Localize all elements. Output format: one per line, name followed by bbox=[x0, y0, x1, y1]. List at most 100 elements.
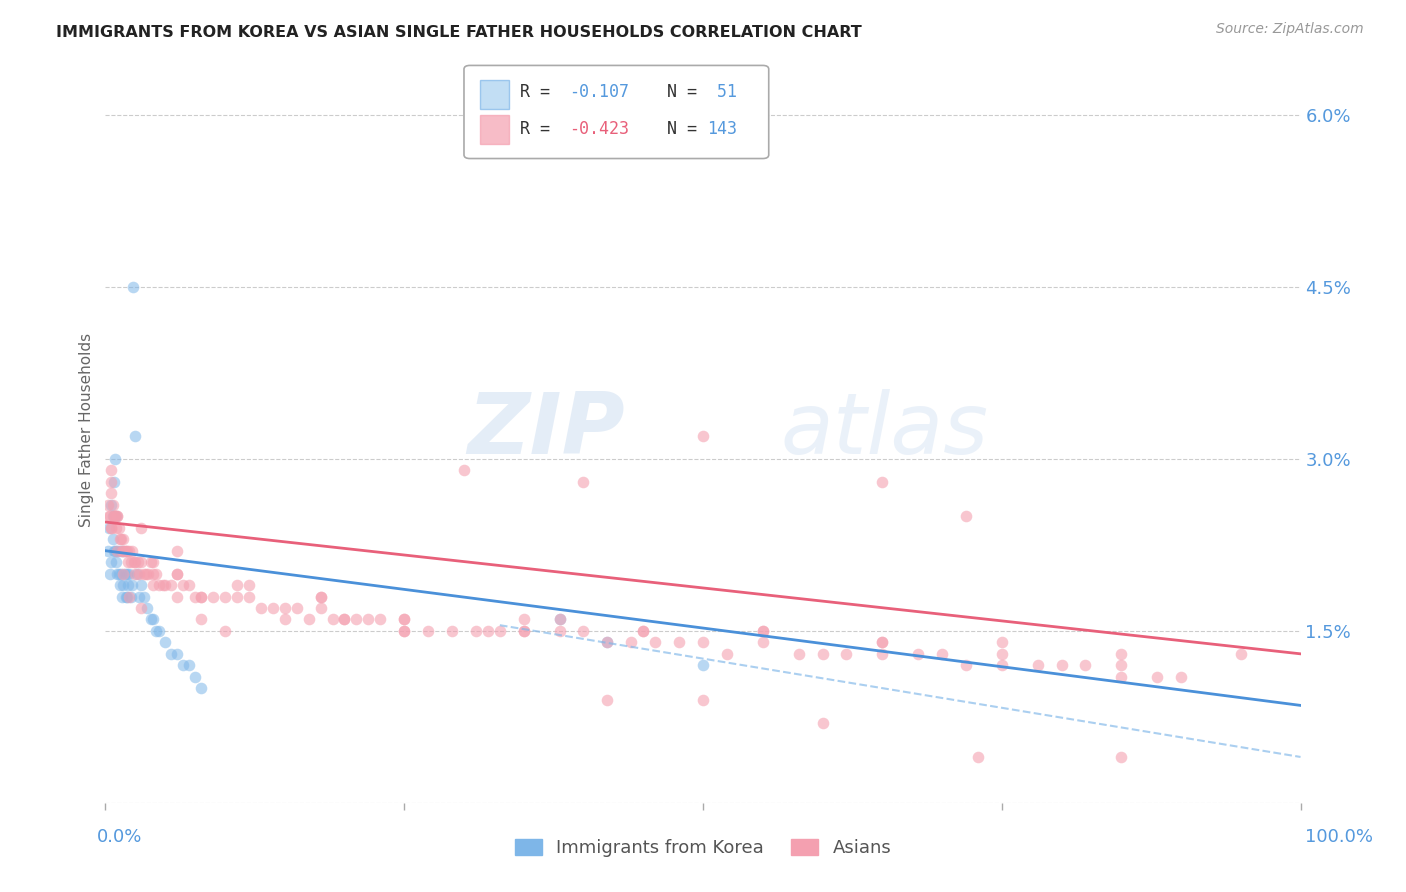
Point bbox=[668, 635, 690, 649]
Y-axis label: Single Father Households: Single Father Households bbox=[79, 334, 94, 527]
Point bbox=[142, 612, 165, 626]
Point bbox=[967, 750, 990, 764]
Point bbox=[139, 555, 162, 569]
Point bbox=[100, 555, 122, 569]
Point bbox=[128, 566, 150, 581]
Point bbox=[548, 624, 571, 638]
Point bbox=[107, 509, 129, 524]
Point bbox=[125, 566, 148, 581]
Point bbox=[136, 601, 159, 615]
FancyBboxPatch shape bbox=[479, 115, 509, 144]
Point bbox=[100, 486, 122, 500]
Point bbox=[990, 635, 1012, 649]
Point bbox=[184, 670, 207, 684]
Point bbox=[596, 635, 619, 649]
Point bbox=[166, 566, 188, 581]
Point bbox=[121, 543, 143, 558]
Point bbox=[513, 624, 536, 638]
Point bbox=[692, 429, 714, 443]
Point bbox=[142, 578, 165, 592]
Point bbox=[124, 566, 146, 581]
Text: 100.0%: 100.0% bbox=[1305, 828, 1372, 846]
Point bbox=[114, 590, 136, 604]
Point bbox=[111, 590, 134, 604]
Point bbox=[990, 658, 1012, 673]
Point bbox=[124, 555, 146, 569]
Point bbox=[112, 566, 135, 581]
Point bbox=[309, 590, 332, 604]
Point bbox=[309, 601, 332, 615]
Point bbox=[751, 624, 773, 638]
Point bbox=[166, 590, 188, 604]
Point bbox=[112, 543, 135, 558]
Point bbox=[160, 578, 183, 592]
Point bbox=[1111, 658, 1133, 673]
Point bbox=[98, 566, 121, 581]
Point bbox=[132, 566, 155, 581]
Point bbox=[596, 692, 619, 706]
Text: 143: 143 bbox=[707, 120, 737, 138]
Point bbox=[990, 647, 1012, 661]
Point bbox=[633, 624, 655, 638]
Point bbox=[346, 612, 368, 626]
Point bbox=[392, 612, 416, 626]
Point bbox=[596, 120, 619, 134]
Point bbox=[811, 715, 834, 730]
Point bbox=[115, 543, 138, 558]
Point bbox=[872, 475, 894, 489]
Point bbox=[129, 521, 153, 535]
Point bbox=[118, 566, 141, 581]
Point bbox=[172, 658, 194, 673]
Text: Source: ZipAtlas.com: Source: ZipAtlas.com bbox=[1216, 22, 1364, 37]
Text: R =: R = bbox=[520, 120, 560, 138]
Point bbox=[100, 521, 122, 535]
Point bbox=[285, 601, 308, 615]
Point bbox=[107, 566, 129, 581]
Point bbox=[111, 543, 134, 558]
Point bbox=[166, 566, 188, 581]
Point bbox=[100, 521, 122, 535]
Point bbox=[101, 533, 124, 547]
Point bbox=[477, 624, 499, 638]
Point bbox=[97, 543, 120, 558]
Point bbox=[132, 590, 155, 604]
Point bbox=[166, 543, 188, 558]
Text: -0.107: -0.107 bbox=[569, 83, 628, 101]
Point bbox=[1050, 658, 1073, 673]
Point bbox=[811, 647, 834, 661]
Point bbox=[692, 692, 714, 706]
Text: N =: N = bbox=[647, 83, 707, 101]
Point bbox=[190, 681, 212, 696]
FancyBboxPatch shape bbox=[479, 80, 509, 109]
Point bbox=[101, 509, 124, 524]
Point bbox=[127, 555, 149, 569]
Point bbox=[464, 624, 488, 638]
Point bbox=[751, 624, 773, 638]
Point bbox=[101, 498, 124, 512]
Point bbox=[273, 612, 295, 626]
Point bbox=[120, 555, 142, 569]
Point bbox=[104, 509, 127, 524]
Point bbox=[692, 635, 714, 649]
Point bbox=[1229, 647, 1251, 661]
Point bbox=[145, 624, 167, 638]
Point bbox=[907, 647, 929, 661]
Point bbox=[104, 509, 127, 524]
Point bbox=[440, 624, 463, 638]
Point bbox=[105, 521, 128, 535]
Point bbox=[98, 509, 121, 524]
Point bbox=[1026, 658, 1049, 673]
Point bbox=[716, 647, 738, 661]
Point bbox=[633, 624, 655, 638]
Point bbox=[321, 612, 344, 626]
Point bbox=[644, 635, 666, 649]
Point bbox=[124, 429, 146, 443]
Point bbox=[122, 280, 145, 294]
Point bbox=[107, 509, 129, 524]
Point bbox=[548, 612, 571, 626]
Point bbox=[225, 590, 249, 604]
Point bbox=[114, 543, 136, 558]
Point bbox=[98, 521, 121, 535]
Point bbox=[202, 590, 225, 604]
Point bbox=[418, 624, 440, 638]
